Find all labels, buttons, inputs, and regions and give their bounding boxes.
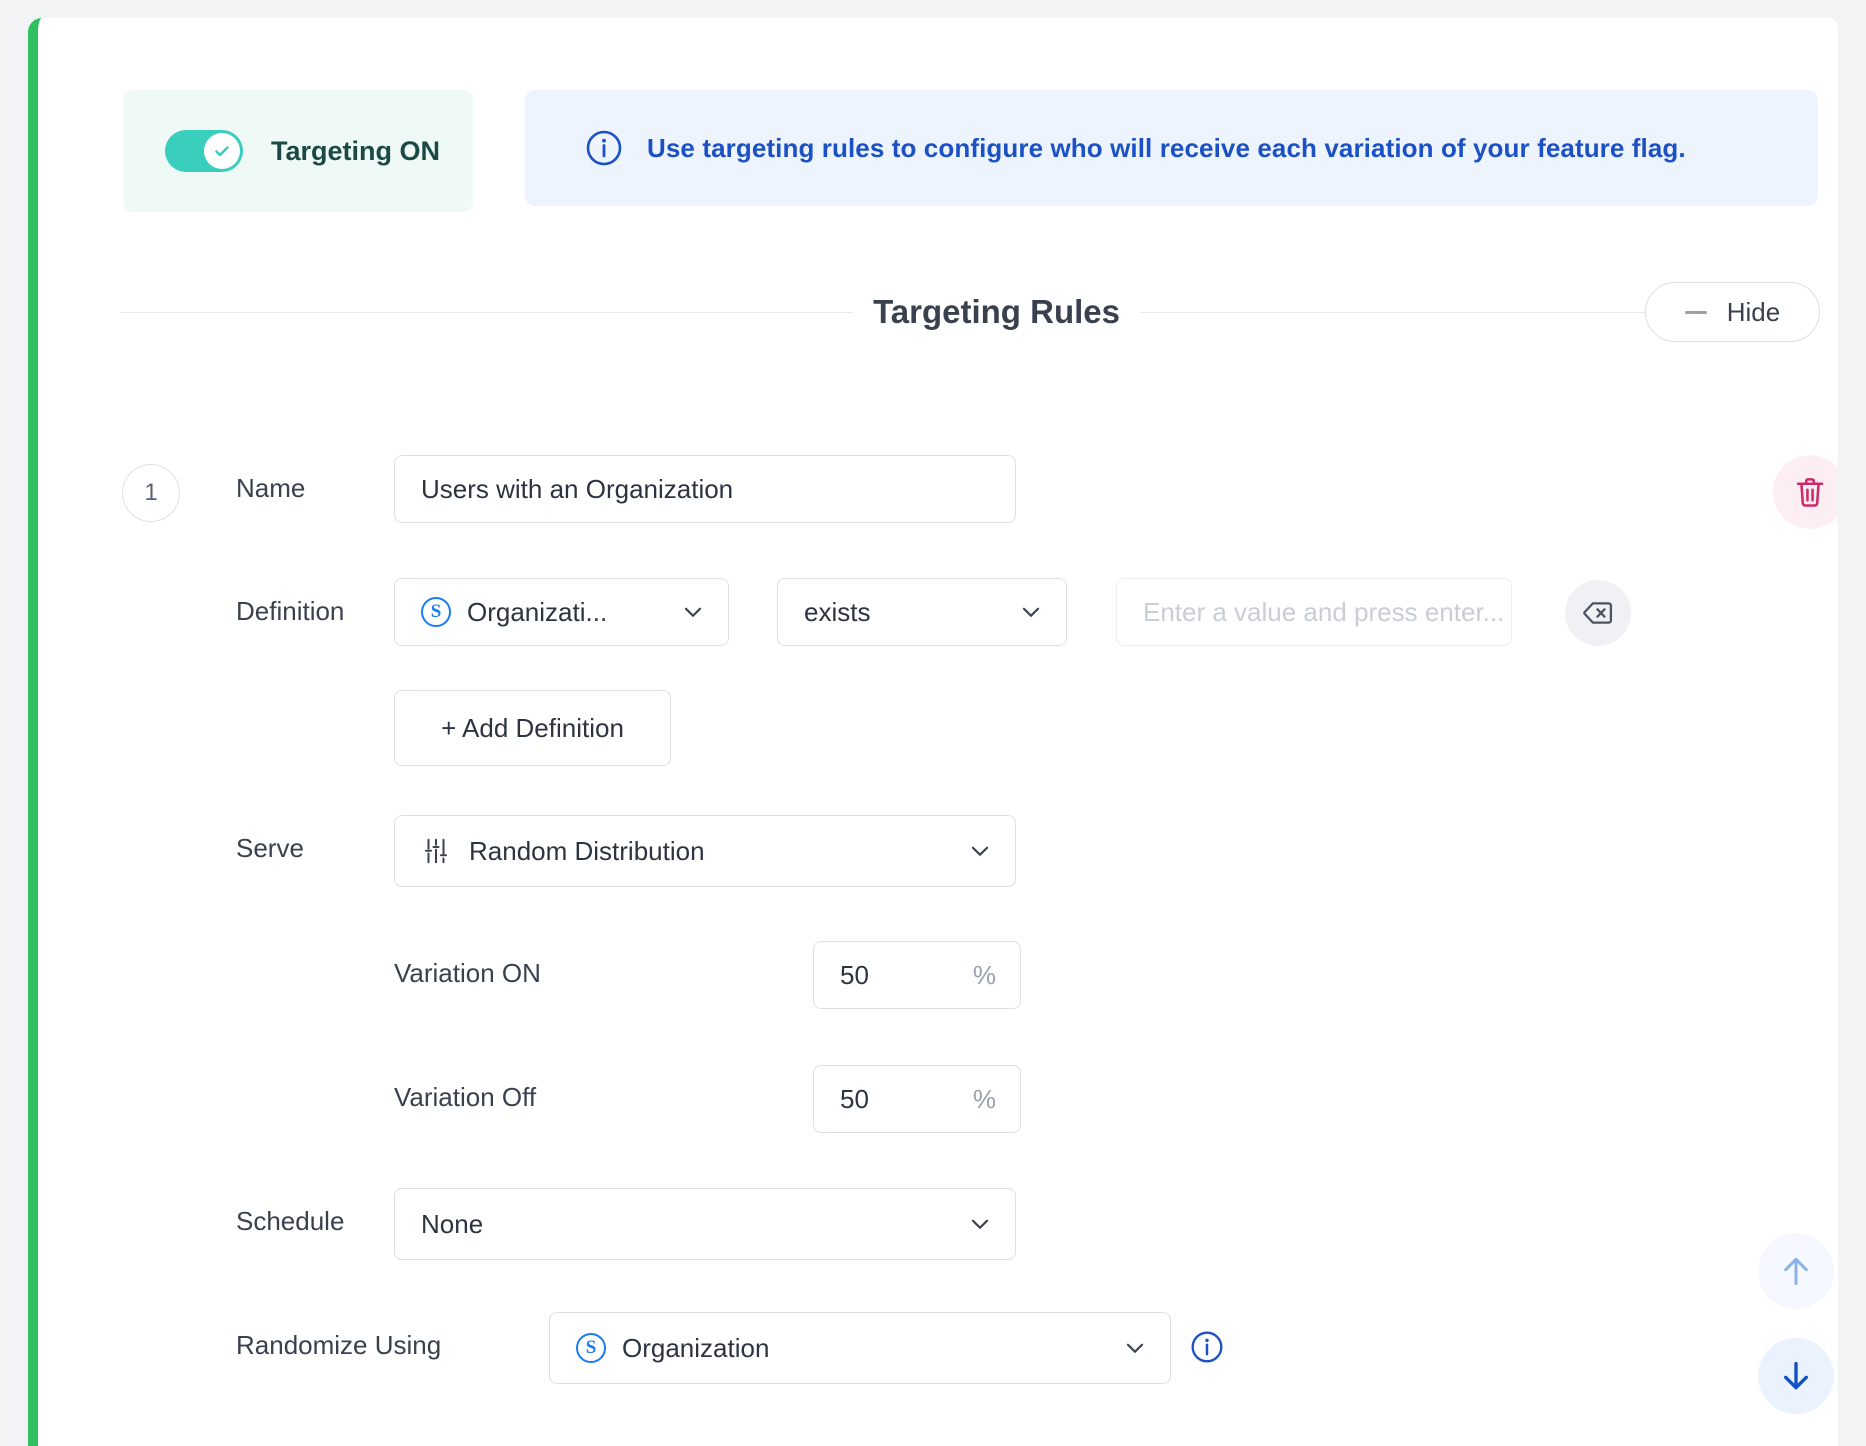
variation-on-unit: % (972, 959, 996, 990)
serve-label: Serve (236, 833, 304, 863)
page-title: Targeting Rules (873, 293, 1120, 330)
move-rule-down-button[interactable] (1758, 1338, 1834, 1414)
minus-icon (1684, 310, 1707, 314)
chevron-down-icon (971, 846, 989, 856)
definition-value-input[interactable]: Enter a value and press enter... (1116, 578, 1512, 646)
randomize-using-value: Organization (622, 1332, 770, 1363)
section-header: Targeting Rules Hide (120, 282, 1820, 342)
arrow-up-icon (1784, 1257, 1808, 1285)
variation-off-unit: % (972, 1083, 996, 1114)
divider-left (120, 311, 854, 313)
backspace-icon (1583, 602, 1613, 624)
targeting-toggle-label: Targeting ON (271, 135, 441, 166)
trash-icon (1796, 478, 1824, 507)
definition-operator-value: exists (804, 596, 871, 627)
targeting-card: Targeting ON Use targeting rules to conf… (28, 18, 1838, 1446)
definition-label: Definition (236, 596, 345, 626)
info-circle-icon (586, 130, 622, 166)
divider-right (1140, 311, 1820, 313)
definition-value-placeholder: Enter a value and press enter... (1143, 596, 1505, 627)
hide-button-label: Hide (1726, 296, 1781, 327)
definition-attribute-value: Organizati... (467, 596, 608, 627)
variation-on-value: 50 (840, 959, 869, 990)
variation-off-input[interactable]: 50 % (813, 1065, 1021, 1133)
rule-name-input[interactable]: Users with an Organization (394, 455, 1016, 523)
add-definition-button[interactable]: + Add Definition (394, 690, 671, 766)
randomize-using-select[interactable]: S Organization (549, 1312, 1171, 1384)
toggle-knob (204, 133, 240, 169)
randomize-using-label: Randomize Using (236, 1330, 442, 1360)
clear-definition-value-button[interactable] (1565, 580, 1631, 646)
rule-number-badge: 1 (122, 464, 180, 522)
arrow-down-icon (1784, 1361, 1808, 1390)
rule-name-value: Users with an Organization (421, 473, 734, 504)
sliders-icon (425, 838, 447, 864)
top-row: Targeting ON Use targeting rules to conf… (98, 90, 1818, 212)
string-type-badge-icon: S (421, 597, 451, 627)
variation-on-label: Variation ON (394, 958, 541, 988)
schedule-label: Schedule (236, 1206, 345, 1236)
targeting-toggle-container[interactable]: Targeting ON (123, 90, 473, 212)
schedule-value: None (421, 1208, 484, 1239)
definition-attribute-select[interactable]: S Organizati... (394, 578, 729, 646)
hide-button[interactable]: Hide (1645, 282, 1820, 342)
move-rule-up-button[interactable] (1758, 1233, 1834, 1309)
info-banner: Use targeting rules to configure who wil… (525, 90, 1818, 206)
variation-on-input[interactable]: 50 % (813, 941, 1021, 1009)
name-label: Name (236, 473, 306, 503)
info-circle-icon (1191, 1331, 1223, 1363)
string-type-badge-icon: S (576, 1333, 606, 1363)
targeting-rule-1: 1 Name Users with an Organization Defini… (38, 18, 1838, 1446)
serve-value: Random Distribution (469, 835, 705, 866)
definition-operator-select[interactable]: exists (777, 578, 1067, 646)
randomize-using-info-button[interactable] (1190, 1330, 1224, 1369)
check-icon (215, 146, 229, 157)
chevron-down-icon (1022, 607, 1040, 617)
variation-off-label: Variation Off (394, 1082, 537, 1112)
serve-select[interactable]: Random Distribution (394, 815, 1016, 887)
chevron-down-icon (684, 607, 702, 617)
chevron-down-icon (971, 1219, 989, 1229)
chevron-down-icon (1126, 1343, 1144, 1353)
variation-off-value: 50 (840, 1083, 869, 1114)
delete-rule-button[interactable] (1773, 455, 1838, 529)
schedule-select[interactable]: None (394, 1188, 1016, 1260)
targeting-toggle[interactable] (165, 130, 243, 172)
info-banner-text: Use targeting rules to configure who wil… (647, 132, 1686, 163)
